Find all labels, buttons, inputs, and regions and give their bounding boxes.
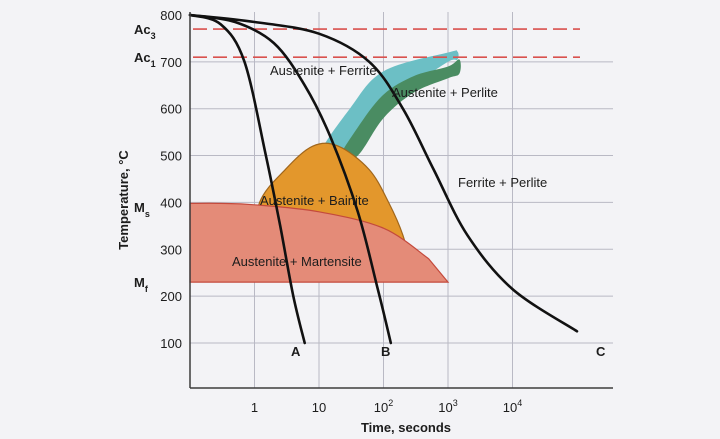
- x-tick-label: 103: [438, 398, 457, 415]
- critical-label-ac3: Ac3: [134, 22, 156, 41]
- critical-temperature-labels: Ac3 Ac1 Ms Mf: [134, 22, 156, 294]
- critical-label-ac1: Ac1: [134, 50, 156, 69]
- y-tick-label: 500: [160, 149, 182, 164]
- x-tick-label: 104: [503, 398, 522, 415]
- critical-label-mf: Mf: [134, 275, 149, 294]
- y-tick-label: 200: [160, 289, 182, 304]
- critical-label-ms: Ms: [134, 200, 150, 219]
- phase-regions: [189, 50, 461, 283]
- curve-label-c: C: [596, 344, 606, 359]
- label-austenite-ferrite: Austenite + Ferrite: [270, 63, 377, 78]
- y-tick-label: 100: [160, 336, 182, 351]
- label-ferrite-perlite: Ferrite + Perlite: [458, 175, 547, 190]
- label-austenite-bainite: Austenite + Bainite: [260, 193, 369, 208]
- y-tick-label: 700: [160, 55, 182, 70]
- x-tick-label: 10: [312, 400, 326, 415]
- y-tick-label: 300: [160, 242, 182, 257]
- x-axis-title: Time, seconds: [361, 420, 451, 435]
- curve-label-a: A: [291, 344, 301, 359]
- y-tick-label: 400: [160, 195, 182, 210]
- label-austenite-martensite: Austenite + Martensite: [232, 254, 362, 269]
- x-tick-label: 102: [374, 398, 393, 415]
- cooling-curve-a: [188, 13, 306, 345]
- cooling-curve-b: [188, 13, 393, 345]
- martensite-region: [189, 202, 450, 283]
- y-tick-label: 600: [160, 102, 182, 117]
- x-tick-label: 1: [251, 400, 258, 415]
- label-austenite-perlite: Austenite + Perlite: [392, 85, 498, 100]
- cooling-curves: [188, 13, 579, 345]
- critical-lines: [193, 28, 580, 58]
- x-tick-labels: 1 10 102 103 104: [251, 398, 522, 415]
- y-axis-title: Temperature, °C: [116, 150, 131, 250]
- cooling-curve-c: [188, 13, 579, 333]
- y-tick-label: 800: [160, 8, 182, 23]
- y-tick-labels: 100 200 300 400 500 600 700 800: [160, 8, 182, 351]
- perlite-band: [338, 59, 461, 163]
- curve-label-b: B: [381, 344, 390, 359]
